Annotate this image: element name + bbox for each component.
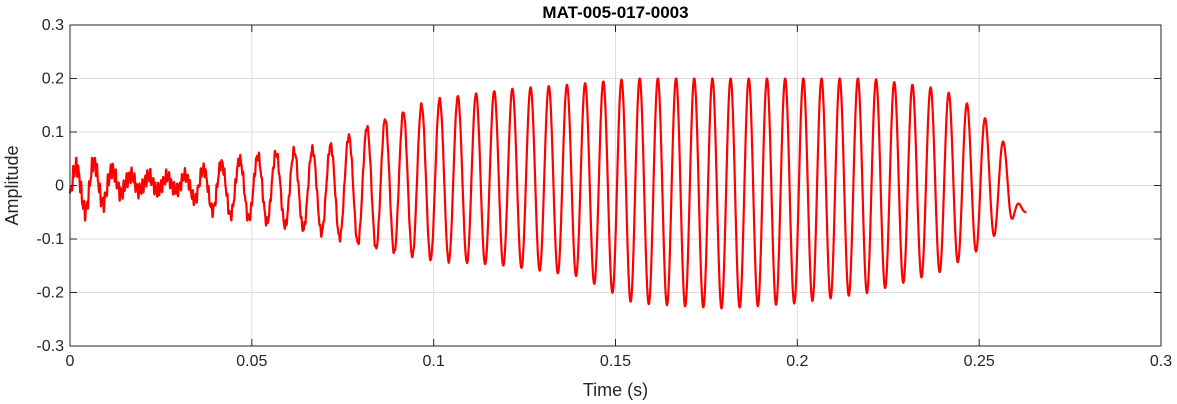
x-tick-label: 0.15: [600, 353, 631, 370]
y-tick-label: 0.2: [42, 71, 64, 88]
y-tick-label: 0.1: [42, 124, 64, 141]
x-tick-label: 0.2: [786, 353, 808, 370]
y-tick-label: 0: [55, 178, 64, 195]
series-line-signal: [68, 77, 1028, 310]
y-tick-label: -0.1: [36, 231, 64, 248]
x-tick-label: 0: [66, 353, 75, 370]
x-tick-label: 0.3: [1150, 353, 1172, 370]
y-axis-label: Amplitude: [2, 145, 22, 225]
y-tick-label: -0.3: [36, 338, 64, 355]
y-tick-label: 0.3: [42, 17, 64, 34]
y-axis: -0.3 -0.2 -0.1 0 0.1 0.2 0.3: [36, 17, 1161, 355]
grid: [70, 25, 1161, 346]
x-tick-label: 0.25: [964, 353, 995, 370]
plot-area: [68, 77, 1028, 310]
x-axis: 0 0.05 0.1 0.15 0.2 0.25 0.3: [66, 25, 1172, 370]
x-axis-label: Time (s): [583, 380, 648, 400]
x-tick-label: 0.1: [423, 353, 445, 370]
chart-title: MAT-005-017-0003: [542, 3, 688, 22]
x-tick-label: 0.05: [236, 353, 267, 370]
y-tick-label: -0.2: [36, 285, 64, 302]
